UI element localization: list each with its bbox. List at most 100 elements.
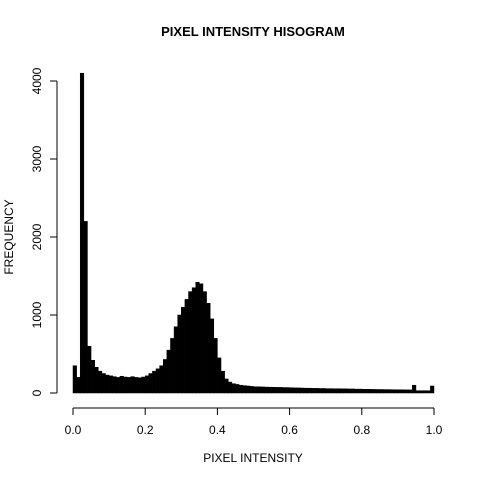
bar (412, 384, 417, 394)
bar (332, 388, 337, 394)
bar (357, 388, 363, 394)
bar (325, 388, 330, 394)
bar (361, 389, 366, 394)
bar (119, 375, 124, 394)
bar (246, 385, 251, 394)
bar (318, 388, 323, 394)
bar (231, 383, 236, 394)
bar (336, 388, 341, 394)
bar (419, 390, 424, 394)
bar (264, 386, 269, 394)
y-tick-label: 1000 (30, 301, 44, 328)
bar (394, 389, 399, 394)
bar (105, 374, 110, 394)
bar (177, 314, 182, 394)
bar (199, 283, 204, 394)
bar (202, 291, 207, 394)
y-axis-label: FREQUENCY (2, 199, 16, 274)
y-tick-label: 4000 (30, 67, 44, 94)
bar (253, 386, 258, 394)
y-tick-label: 3000 (30, 145, 44, 172)
bar (365, 389, 370, 394)
bar (238, 384, 243, 394)
x-tick-label: 0.0 (65, 423, 82, 437)
bar (155, 368, 160, 394)
bar (282, 387, 287, 394)
bar (307, 387, 312, 394)
bar (242, 385, 247, 394)
bar (285, 387, 290, 394)
bar (152, 370, 157, 394)
bar (415, 390, 420, 394)
bar (350, 388, 355, 394)
bar (206, 303, 211, 394)
bar (72, 365, 77, 394)
bar (289, 387, 294, 394)
bar (137, 377, 142, 394)
x-tick-label: 1.0 (426, 423, 443, 437)
bar (191, 287, 196, 394)
bar (130, 376, 135, 394)
bar (148, 373, 153, 394)
x-axis-label: PIXEL INTENSITY (203, 451, 303, 465)
bar (126, 377, 132, 394)
bar (184, 299, 189, 394)
bar (227, 381, 233, 394)
x-tick-label: 0.8 (353, 423, 370, 437)
bar (339, 388, 345, 394)
y-tick-label: 0 (30, 389, 44, 396)
bar (101, 373, 106, 394)
bar (90, 359, 95, 394)
bar (383, 389, 388, 394)
bar (76, 377, 81, 394)
bar (123, 376, 128, 394)
bar (422, 390, 428, 394)
bar (397, 389, 402, 394)
bar (163, 359, 168, 394)
bar (311, 388, 316, 394)
bar (213, 338, 218, 394)
bar (267, 386, 272, 394)
bar (278, 387, 283, 394)
bar (329, 388, 334, 394)
bar (375, 389, 381, 394)
bar (159, 365, 164, 394)
bar (430, 385, 435, 394)
x-tick-label: 0.4 (209, 423, 226, 437)
bar (98, 370, 103, 394)
bar (235, 384, 240, 394)
bar (354, 388, 359, 394)
bar (141, 376, 146, 394)
chart-title: PIXEL INTENSITY HISOGRAM (161, 24, 345, 39)
bar (314, 388, 319, 394)
bar (83, 221, 88, 394)
bar (292, 387, 298, 394)
bar (296, 387, 301, 394)
bar (260, 386, 265, 394)
x-tick-label: 0.6 (281, 423, 298, 437)
bar (181, 306, 186, 394)
bar (379, 389, 384, 394)
bar (347, 388, 352, 394)
bar (300, 387, 305, 394)
bar (386, 389, 391, 394)
bar (303, 387, 308, 394)
bar (390, 389, 395, 394)
bar (209, 318, 215, 394)
bar (404, 389, 409, 394)
bar (271, 386, 276, 394)
bar (217, 357, 222, 394)
bar (256, 386, 261, 394)
y-tick-label: 2000 (30, 223, 44, 250)
bar (112, 376, 117, 394)
bar (134, 377, 139, 394)
bar (87, 345, 92, 394)
bar (321, 388, 326, 394)
bar (220, 370, 225, 394)
bar (343, 388, 348, 394)
bar (408, 389, 413, 394)
bar (195, 281, 200, 394)
bar (116, 377, 121, 394)
bar (173, 326, 178, 394)
